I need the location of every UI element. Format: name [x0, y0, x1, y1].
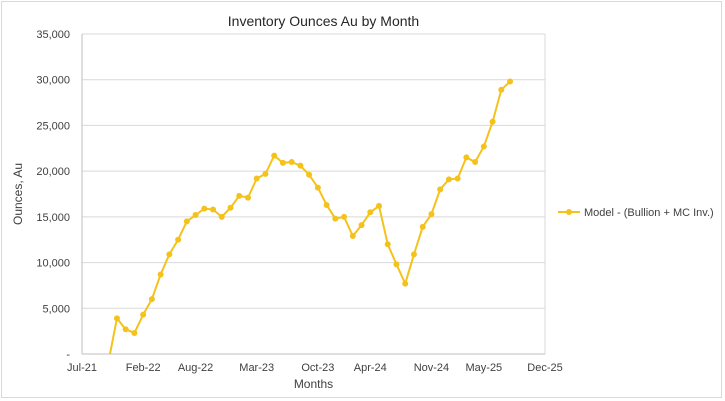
y-tick-label: 20,000	[36, 166, 70, 178]
x-tick-label: Nov-24	[414, 362, 449, 374]
y-tick-label: 25,000	[36, 120, 70, 132]
y-tick-label: -	[66, 349, 70, 361]
x-tick-label: Jul-21	[67, 362, 97, 374]
data-point	[122, 326, 129, 333]
x-tick-label: May-25	[466, 362, 503, 374]
y-axis-title: Ounces, Au	[11, 163, 25, 225]
legend-entry: Model - (Bullion + MC Inv.)	[584, 207, 714, 219]
data-point	[236, 192, 243, 199]
y-tick-label: 35,000	[36, 29, 70, 41]
legend-point-marker	[566, 209, 572, 215]
y-tick-label: 5,000	[42, 303, 70, 315]
data-point	[210, 206, 217, 213]
data-point	[393, 261, 400, 268]
data-point	[367, 209, 374, 216]
data-point	[166, 251, 173, 258]
x-tick-label: Oct-23	[301, 362, 334, 374]
data-point	[183, 218, 190, 225]
data-point	[498, 86, 505, 93]
data-point	[358, 222, 365, 229]
data-point	[175, 236, 182, 243]
y-axis-ticks: - 5,000 10,000 15,000 20,000 25,000 30,000 35,0…	[36, 29, 70, 361]
data-point	[463, 154, 470, 161]
legend: Model - (Bullion + MC Inv.)	[558, 207, 714, 219]
data-point	[314, 184, 321, 191]
x-tick-label: Dec-25	[527, 362, 562, 374]
x-axis-title: Months	[294, 377, 333, 391]
data-point	[288, 159, 295, 165]
data-point	[341, 213, 348, 220]
data-point	[140, 311, 147, 318]
data-point	[410, 251, 417, 258]
data-point	[131, 329, 138, 336]
data-point	[384, 241, 391, 248]
y-tick-label: 15,000	[36, 212, 70, 224]
data-point	[445, 176, 452, 183]
gridlines	[82, 33, 546, 354]
data-point	[419, 223, 426, 230]
data-point	[157, 271, 164, 278]
data-point	[271, 152, 278, 159]
data-point	[376, 202, 383, 209]
data-point	[472, 159, 479, 165]
data-point	[253, 175, 260, 182]
x-tick-label: Aug-22	[178, 362, 213, 374]
y-tick-label: 30,000	[36, 75, 70, 87]
data-point	[244, 194, 251, 201]
data-point	[297, 162, 304, 169]
data-point	[428, 211, 435, 218]
data-point	[113, 315, 120, 322]
data-point	[437, 186, 444, 193]
data-point	[218, 213, 225, 220]
y-tick-label: 10,000	[36, 258, 70, 270]
data-point	[454, 175, 461, 182]
data-point	[507, 78, 514, 85]
data-point	[201, 205, 208, 212]
x-tick-label: Mar-23	[239, 362, 274, 374]
data-point	[279, 159, 286, 166]
series-line	[108, 80, 511, 354]
data-point	[323, 201, 330, 208]
data-point	[192, 212, 199, 219]
data-point	[349, 233, 356, 240]
data-point	[148, 296, 155, 303]
data-point	[262, 170, 269, 177]
x-tick-label: Apr-24	[354, 362, 387, 374]
x-tick-label: Feb-22	[126, 362, 161, 374]
series-group	[108, 78, 514, 354]
data-point	[332, 215, 339, 222]
data-point	[480, 143, 487, 150]
data-point	[227, 204, 234, 211]
data-point	[489, 118, 496, 125]
x-axis-ticks: Jul-21 Feb-22 Aug-22 Mar-23 Oct-23 Apr-24 Nov-…	[67, 362, 563, 374]
axes	[81, 34, 545, 355]
data-point	[306, 171, 313, 178]
chart-title: Inventory Ounces Au by Month	[228, 13, 419, 29]
data-point	[402, 280, 409, 287]
